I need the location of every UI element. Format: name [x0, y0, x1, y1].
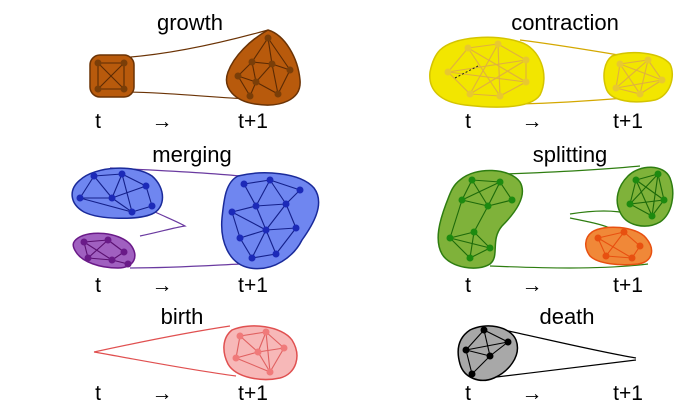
- birth-nodes-t1: [232, 328, 288, 376]
- panel-title-death: death: [539, 304, 594, 329]
- panel-contraction: contraction: [429, 10, 674, 133]
- growth-nodes-t1: [234, 34, 294, 100]
- death-t1-label: t+1: [613, 382, 643, 405]
- merging-community-a-t: [71, 167, 164, 220]
- contraction-community-t: [429, 36, 545, 108]
- splitting-envelope: [489, 165, 649, 269]
- death-nodes-t: [462, 326, 512, 378]
- splitting-community-t: [437, 169, 523, 269]
- contraction-t1-label: t+1: [613, 110, 643, 133]
- growth-edges-t: [97, 62, 125, 90]
- splitting-nodes-a-t1: [626, 170, 668, 220]
- contraction-dotted-edge: [454, 65, 479, 79]
- panel-splitting: splitting: [437, 142, 674, 297]
- panel-birth: birth t → t+1: [93, 304, 298, 405]
- contraction-edges-t1: [615, 59, 663, 95]
- contraction-nodes-t: [444, 40, 530, 100]
- panel-merging: merging: [71, 142, 320, 297]
- merging-nodes-t1: [228, 176, 304, 262]
- birth-arrow: →: [152, 382, 173, 405]
- growth-arrow: →: [152, 110, 173, 133]
- birth-edges-t1: [235, 331, 285, 373]
- merging-t1-label: t+1: [238, 274, 268, 297]
- death-edges-t: [465, 329, 509, 375]
- splitting-nodes-t: [446, 176, 516, 262]
- contraction-arrow: →: [522, 110, 543, 133]
- splitting-arrow: →: [522, 274, 543, 297]
- splitting-nodes-b-t1: [594, 228, 644, 262]
- birth-t1-label: t+1: [238, 382, 268, 405]
- growth-t-label: t: [95, 110, 101, 133]
- merging-community-t1: [220, 172, 320, 270]
- panel-title-contraction: contraction: [511, 10, 619, 35]
- contraction-t-label: t: [465, 110, 471, 133]
- panel-title-splitting: splitting: [533, 142, 608, 167]
- growth-t1-label: t+1: [238, 110, 268, 133]
- birth-envelope: [93, 325, 237, 377]
- merging-nodes-a-t: [76, 170, 156, 216]
- merging-t-label: t: [95, 274, 101, 297]
- merging-arrow: →: [152, 274, 173, 297]
- panel-growth: growth t → t+1: [89, 10, 301, 133]
- death-arrow: →: [522, 382, 543, 405]
- splitting-community-a-t1: [616, 166, 674, 227]
- birth-t-label: t: [95, 382, 101, 405]
- panel-title-growth: growth: [157, 10, 223, 35]
- panel-title-birth: birth: [161, 304, 204, 329]
- splitting-t-label: t: [465, 274, 471, 297]
- contraction-edges-t: [447, 43, 527, 97]
- panel-title-merging: merging: [152, 142, 231, 167]
- splitting-t1-label: t+1: [613, 274, 643, 297]
- panel-death: death t → t+1: [457, 304, 643, 405]
- growth-nodes-t: [94, 59, 128, 93]
- merging-nodes-b-t: [80, 236, 132, 268]
- death-envelope: [487, 329, 637, 379]
- merging-edges-a-t: [79, 173, 153, 213]
- contraction-nodes-t1: [612, 56, 666, 98]
- splitting-edges-t: [449, 179, 513, 259]
- death-t-label: t: [465, 382, 471, 405]
